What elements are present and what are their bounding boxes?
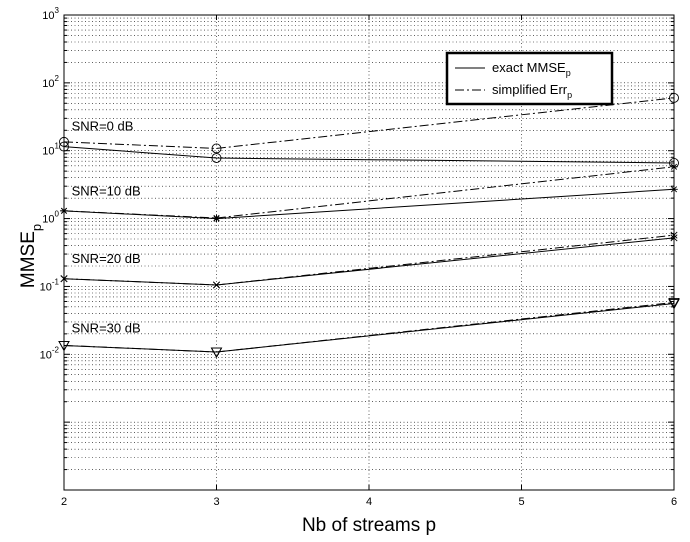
marker-circle [211,143,222,154]
series-line-simplified [63,301,675,353]
marker-x [212,281,221,289]
y-tick-base: 10 [40,349,52,361]
series-line-exact [63,303,675,353]
y-tick-base: 10 [42,214,54,226]
snr-label: SNR=10 dB [72,183,141,198]
marker-star [212,214,221,222]
legend-label: exact MMSEp [492,60,571,78]
legend-label-sub: p [566,68,571,78]
series-line-exact [63,146,675,164]
snr-label: SNR=0 dB [72,118,134,133]
y-tick-exponent: -2 [52,345,60,354]
legend-label-main: simplified Err [492,82,568,97]
x-tick-label: 6 [671,496,677,508]
y-tick-label: 101 [42,142,59,158]
y-axis-title-main: MMSE [18,231,39,288]
annotations: SNR=0 dB SNR=10 dB SNR=20 dB SNR=30 dB [72,118,141,335]
x-tick-label: 5 [518,496,524,508]
x-tick-label: 2 [61,496,67,508]
legend-label: simplified Errp [492,82,572,100]
y-tick-exponent: 0 [55,210,60,219]
legend-label-main: exact MMSE [492,60,566,75]
y-axis-title: MMSEp [18,224,44,288]
x-tick-label: 3 [213,496,219,508]
x-axis-title: Nb of streams p [302,515,436,536]
x-tick-label: 4 [366,496,372,508]
snr-label: SNR=20 dB [72,251,141,266]
y-tick-exponent: 2 [55,74,60,83]
y-tick-label: 103 [42,6,59,22]
y-tick-base: 10 [40,281,52,293]
series-layer [63,97,675,353]
y-tick-base: 10 [42,78,54,90]
y-tick-exponent: 3 [55,6,60,15]
y-tick-label: 10-1 [40,277,60,293]
y-tick-label: 102 [42,74,59,90]
series-line-simplified [63,166,675,219]
marker-triangle [210,347,223,358]
y-tick-base: 10 [42,10,54,22]
legend-box [445,51,614,106]
y-tick-exponent: 1 [55,142,60,151]
y-tick-base: 10 [42,146,54,158]
marker-circle [211,153,222,163]
snr-label: SNR=30 dB [72,320,141,335]
y-tick-exponent: -1 [52,277,60,286]
y-axis-title-sub: p [29,224,44,231]
legend-label-sub: p [567,90,572,100]
y-tick-label: 100 [42,210,59,226]
series-line-simplified [63,234,675,286]
series-line-simplified [63,97,675,149]
y-tick-label: 10-2 [40,345,60,361]
